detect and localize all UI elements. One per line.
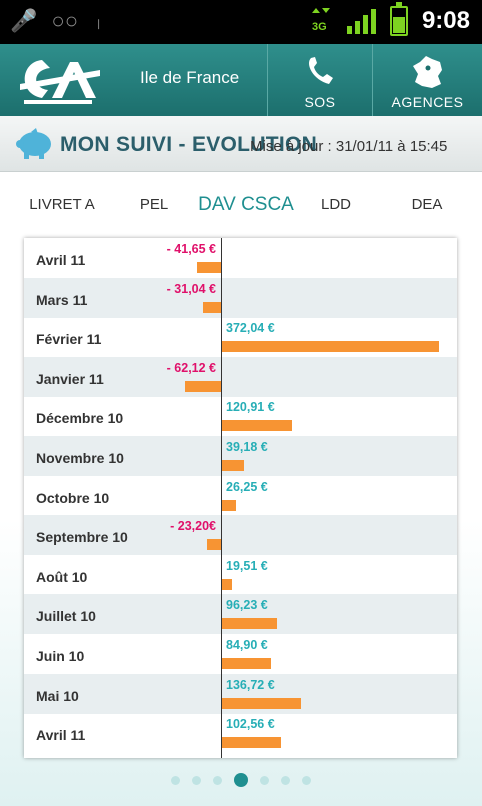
update-timestamp: Mise à jour : 31/01/11 à 15:45 [250,138,448,155]
row-month-label: Février 11 [36,331,102,348]
piggy-bank-icon [16,128,51,159]
row-month-label: Mai 10 [36,687,79,704]
bluetooth-icon: ᛧ [91,8,106,33]
chart-bar [221,658,271,669]
chart-bar [221,697,302,709]
row-month-label: Juin 10 [36,648,85,664]
tab-ldd[interactable]: LDD [320,196,352,213]
account-tabs: LIVRET A PEL DAV CSCA LDD DEA [0,180,482,232]
chart-row: Janvier 11 - 62,12 € [24,356,457,397]
row-month-label: Novembre 10 [36,450,124,466]
chart-bar [221,499,237,511]
clock: 9:08 [421,7,470,34]
row-month-label: Août 10 [36,568,88,585]
voicemail-icon: ○○ [51,8,78,33]
signal-icon [346,8,376,34]
chart-row: Juillet 10 96,23 € [24,594,457,635]
row-month-label: Janvier 11 [36,370,104,387]
bar-value-label: 102,56 € [226,717,275,732]
chart-row: Juin 10 84,90 € [24,634,457,674]
bar-value-label: - 41,65 € [166,242,216,256]
chart-row: Avril 11 102,56 € [24,713,457,753]
bar-value-label: 19,51 € [226,558,268,573]
chart-bar [221,460,244,471]
france-map-icon [412,56,442,88]
credit-agricole-logo[interactable] [12,54,104,106]
title-bar: MON SUIVI - EVOLUTION Mise à jour : 31/0… [0,116,482,172]
chart-bar [207,539,221,551]
zero-axis-line [221,238,222,758]
chart-bar [221,341,439,353]
row-month-label: Juillet 10 [36,608,96,625]
chart-bar [202,301,221,313]
chart-bar [221,737,282,749]
chart-bar [196,262,221,273]
page-title: MON SUIVI - EVOLUTION [60,133,318,156]
agences-label: AGENCES [391,94,464,110]
app-header: Ile de France SOS AGENCES [0,44,482,116]
evolution-chart: Avril 11 - 41,65 € Mars 11 - 31,04 € Février… [24,238,457,758]
page-dot[interactable] [234,773,248,787]
chart-row: Avril 11 - 41,65 € [24,238,457,278]
bar-value-label: 96,23 € [226,598,268,613]
chart-bar [221,420,292,432]
bar-value-label: 372,04 € [226,321,275,336]
status-bar: 🎤 ○○ ᛧ 3G 9:08 [0,0,482,44]
bar-value-label: - 23,20€ [170,519,216,534]
chart-bar [221,578,233,590]
row-month-label: Mars 11 [36,291,88,308]
chart-row: Septembre 10 - 23,20€ [24,515,457,556]
sos-button[interactable]: SOS [268,44,372,116]
page-dot[interactable] [260,775,269,785]
chart-bar [184,380,221,392]
chart-row: Mars 11 - 31,04 € [24,277,457,318]
row-month-label: Avril 11 [36,727,86,744]
phone-icon [309,57,333,84]
bar-value-label: - 31,04 € [166,281,216,296]
row-month-label: Décembre 10 [36,410,124,427]
page-dot[interactable] [192,775,201,785]
network-type-label: 3G [312,21,327,33]
bar-value-label: 39,18 € [226,440,268,454]
tab-livret-a[interactable]: LIVRET A [29,196,95,213]
chart-bar [221,618,278,630]
region-title: Ile de France [140,68,240,87]
chart-row: Décembre 10 120,91 € [24,396,457,436]
sos-label: SOS [304,94,336,110]
page-dot[interactable] [302,775,311,785]
agences-button[interactable]: AGENCES [373,44,482,116]
tab-dea[interactable]: DEA [411,196,443,213]
mic-off-icon: 🎤 [10,8,38,33]
bar-value-label: 136,72 € [226,677,275,692]
page-dot[interactable] [213,775,222,785]
chart-row: Février 11 372,04 € [24,317,457,357]
tab-dav-csca[interactable]: DAV CSCA [198,194,294,215]
row-month-label: Septembre 10 [36,529,128,546]
page-dot[interactable] [281,775,290,785]
row-month-label: Octobre 10 [36,489,110,506]
bar-value-label: 120,91 € [226,400,275,415]
chart-row: Octobre 10 26,25 € [24,476,457,516]
network-3g-icon: 3G [311,6,333,36]
battery-icon [389,2,408,36]
bar-value-label: - 62,12 € [166,360,216,375]
chart-row: Novembre 10 39,18 € [24,436,457,476]
bar-value-label: 84,90 € [226,638,268,652]
tab-pel[interactable]: PEL [139,196,169,213]
page-dot[interactable] [171,775,180,785]
chart-row: Mai 10 136,72 € [24,673,457,714]
page-indicator [0,770,482,790]
chart-row: Août 10 19,51 € [24,555,457,595]
row-month-label: Avril 11 [36,252,86,268]
bar-value-label: 26,25 € [226,479,268,494]
